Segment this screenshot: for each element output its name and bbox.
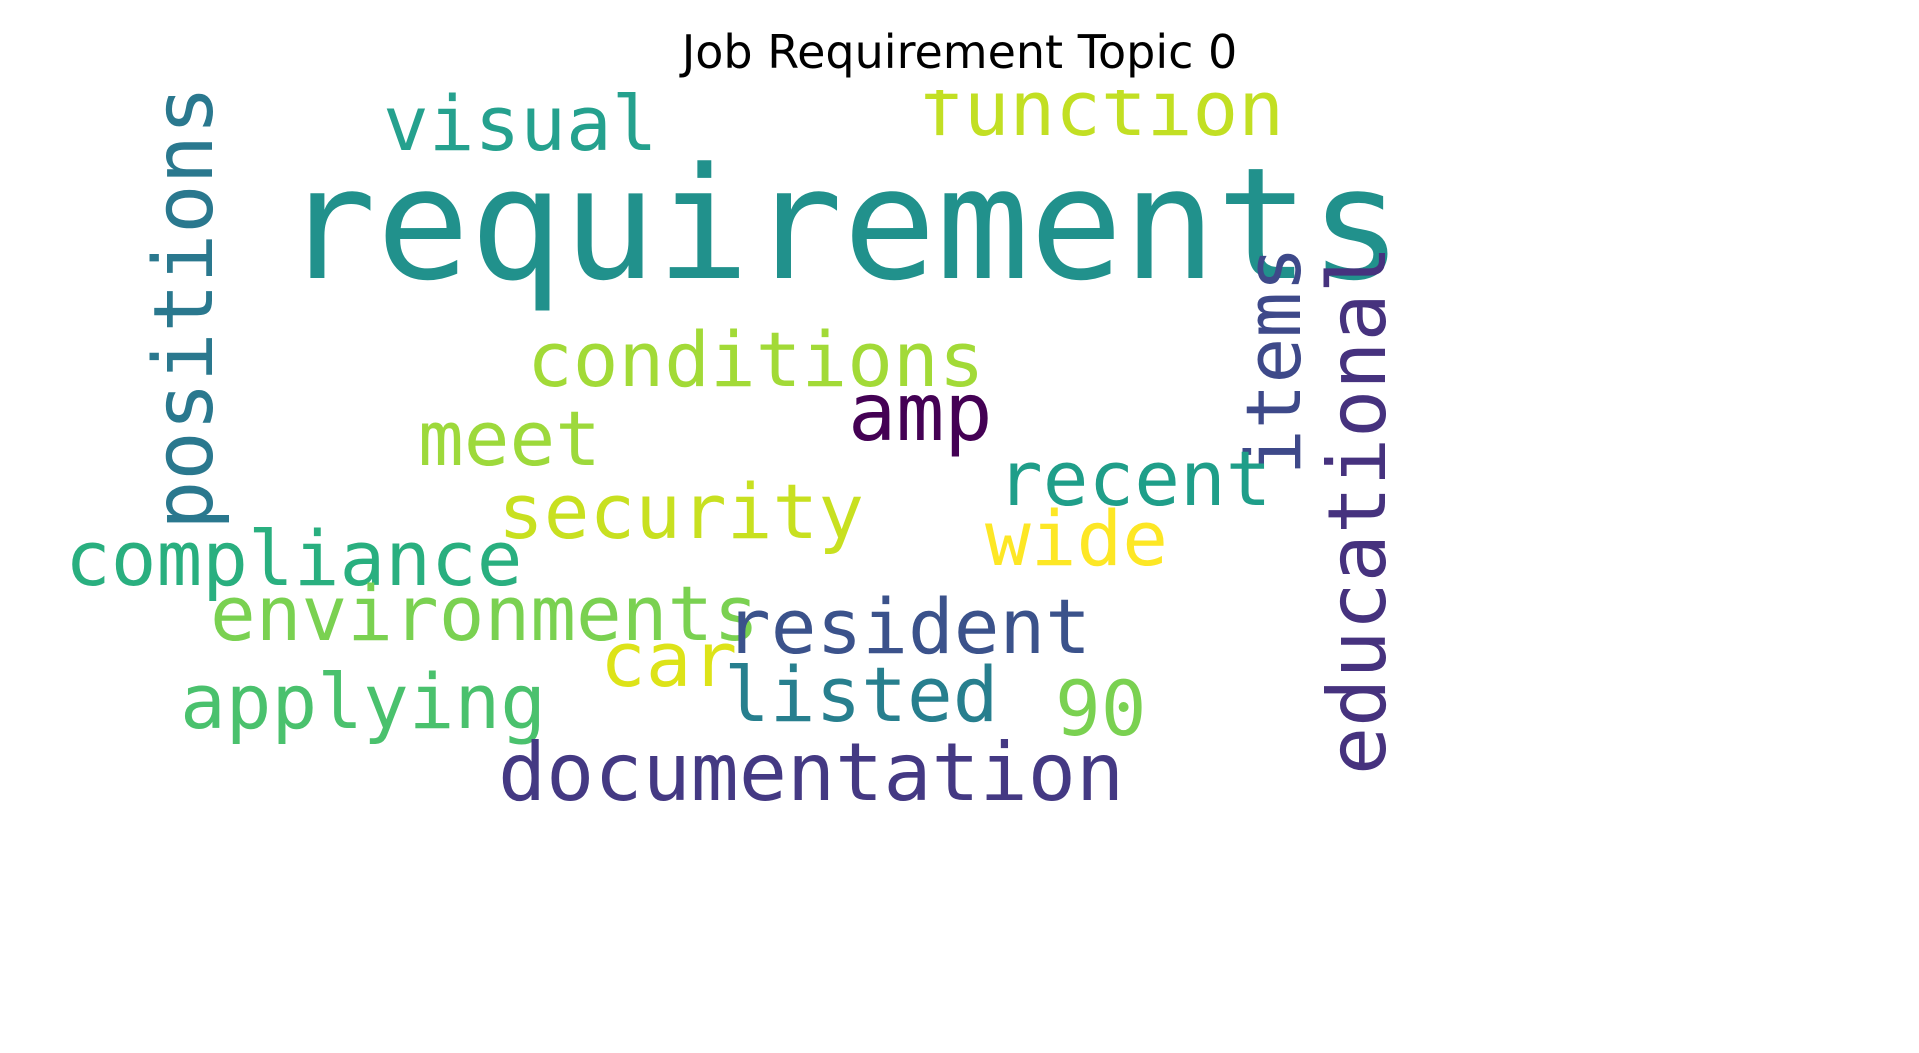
word-90: 90 — [1055, 664, 1147, 753]
word-car: car — [600, 615, 737, 704]
word-documentation: documentation — [498, 726, 1124, 819]
word-recent: recent — [997, 434, 1272, 523]
word-requirements: requirements — [283, 134, 1403, 315]
word-environments: environments — [210, 569, 759, 658]
word-wide: wide — [985, 494, 1168, 583]
word-amp: amp — [848, 366, 993, 459]
word-listed: listed — [724, 650, 999, 739]
word-educational: educational — [1311, 245, 1404, 775]
word-conditions: conditions — [527, 315, 985, 404]
word-function: function — [918, 90, 1284, 153]
word-resident: resident — [725, 582, 1091, 671]
chart-title: Job Requirement Topic 0 — [681, 25, 1238, 79]
word-positions: positions — [137, 90, 232, 530]
word-meet: meet — [418, 394, 601, 483]
word-compliance: compliance — [65, 514, 523, 603]
word-items: items — [1229, 246, 1318, 475]
word-visual: visual — [383, 90, 658, 168]
word-security: security — [498, 467, 864, 556]
word-applying: applying — [180, 657, 546, 746]
